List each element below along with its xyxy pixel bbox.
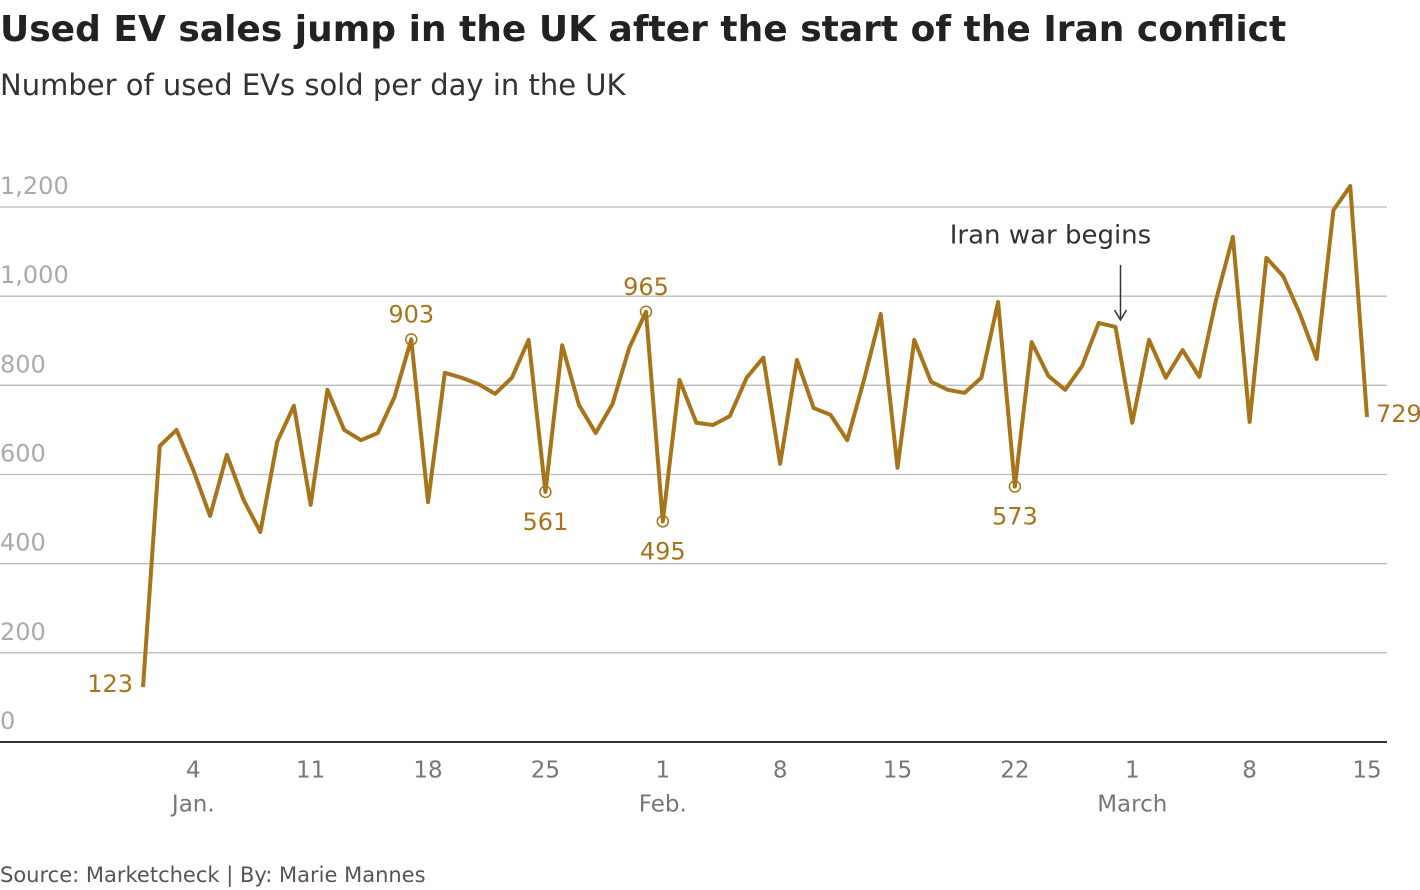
chart-title: Used EV sales jump in the UK after the s… — [0, 9, 1286, 50]
data-line — [141, 184, 1369, 688]
x-tick-label: 8 — [1242, 758, 1257, 784]
data-label: 495 — [640, 537, 686, 565]
x-tick-label: 8 — [773, 758, 788, 784]
data-label: 123 — [87, 670, 133, 698]
data-label: 573 — [992, 503, 1038, 531]
x-tick-label: 1 — [1125, 758, 1140, 784]
chart-subtitle: Number of used EVs sold per day in the U… — [0, 68, 627, 102]
y-tick-label: 1,000 — [0, 261, 69, 289]
y-tick-label: 400 — [0, 529, 46, 557]
point-marker — [639, 305, 653, 319]
y-tick-label: 1,200 — [0, 172, 69, 200]
point-marker — [539, 485, 552, 499]
data-label: 903 — [388, 300, 434, 328]
y-tick-label: 200 — [0, 618, 46, 646]
x-tick-label: 18 — [413, 758, 442, 784]
x-tick-label: 15 — [883, 758, 912, 784]
data-label: 561 — [523, 508, 569, 536]
month-label: Feb. — [639, 792, 687, 818]
y-tick-label: 0 — [0, 707, 15, 735]
data-label: 965 — [623, 273, 669, 301]
y-tick-label: 800 — [0, 350, 46, 378]
month-label: Jan. — [170, 792, 215, 818]
annotation-arrowhead — [1113, 309, 1128, 322]
x-tick-label: 11 — [296, 758, 325, 784]
month-label: March — [1097, 792, 1167, 818]
x-tick-label: 4 — [186, 758, 201, 784]
x-tick-label: 1 — [655, 758, 670, 784]
x-tick-label: 15 — [1352, 758, 1381, 784]
y-tick-label: 600 — [0, 440, 46, 468]
point-marker — [656, 515, 670, 528]
data-label: 729 — [1376, 400, 1420, 428]
source: Source: Marketcheck | By: Marie Mannes — [0, 863, 426, 888]
x-tick-label: 22 — [1000, 758, 1029, 784]
point-marker — [1008, 480, 1022, 493]
annotation-text: Iran war begins — [950, 221, 1151, 251]
x-tick-label: 25 — [531, 758, 560, 784]
point-marker — [405, 333, 418, 346]
